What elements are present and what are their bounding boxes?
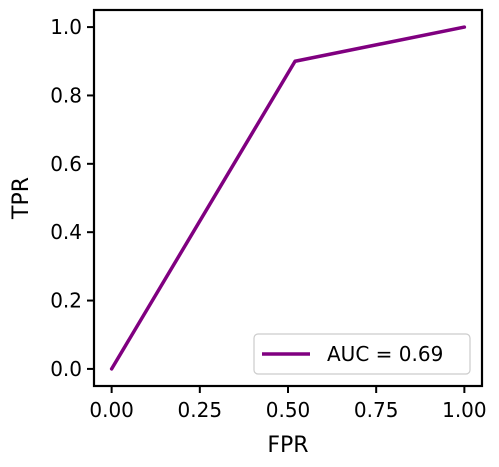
y-tick-label: 1.0 (50, 15, 82, 39)
x-tick-label: 0.50 (266, 398, 311, 422)
y-tick-label: 0.2 (50, 289, 82, 313)
roc-curve-line (109, 25, 467, 371)
x-tick-label: 0.75 (354, 398, 399, 422)
y-tick-label: 0.0 (50, 357, 82, 381)
y-tick-label: 0.8 (50, 83, 82, 107)
y-tick-label: 0.6 (50, 152, 82, 176)
legend-entry-label: AUC = 0.69 (327, 342, 443, 366)
y-tick-label: 0.4 (50, 220, 82, 244)
y-axis-label: TPR (9, 177, 34, 220)
legend-box (253, 333, 471, 375)
y-axis: 0.0 0.2 0.4 0.6 0.8 1.0 (50, 15, 94, 381)
x-axis-label: FPR (267, 433, 308, 458)
x-axis: 0.00 0.25 0.50 0.75 1.00 (89, 386, 487, 422)
plot-background (94, 10, 482, 386)
x-tick-label: 0.25 (178, 398, 223, 422)
x-tick-label: 1.00 (442, 398, 487, 422)
series-layer (109, 25, 467, 371)
x-tick-label: 0.00 (89, 398, 134, 422)
legend: AUC = 0.69 (253, 333, 471, 375)
